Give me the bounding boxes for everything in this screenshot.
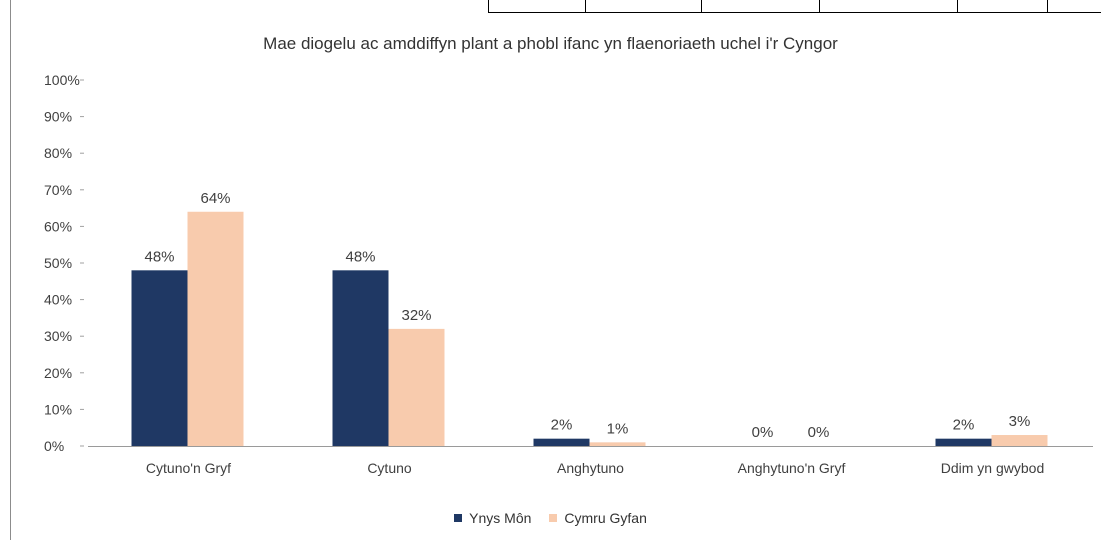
data-label: 0% xyxy=(752,424,774,441)
bar xyxy=(935,438,992,446)
bar xyxy=(187,211,244,446)
y-tick-label: 20% xyxy=(44,365,72,381)
data-label: 48% xyxy=(345,248,375,265)
data-label: 3% xyxy=(1009,413,1031,430)
data-label: 64% xyxy=(200,190,230,207)
data-label: 0% xyxy=(808,424,830,441)
y-tick-label: 80% xyxy=(44,145,72,161)
data-label: 2% xyxy=(551,417,573,434)
bar xyxy=(131,270,188,446)
legend-item-ynys-mon: Ynys Môn xyxy=(454,510,531,526)
data-label: 48% xyxy=(144,248,174,265)
page-left-rule xyxy=(10,0,11,540)
legend-label-cymru-gyfan: Cymru Gyfan xyxy=(564,510,647,526)
bar xyxy=(388,328,445,446)
legend-swatch-cymru-gyfan xyxy=(549,514,558,522)
x-tick-label: Anghytuno xyxy=(557,460,624,476)
bar xyxy=(332,270,389,446)
x-tick-label: Cytuno'n Gryf xyxy=(146,460,231,476)
y-tick-label: 60% xyxy=(44,218,72,234)
y-tick-label: 30% xyxy=(44,328,72,344)
y-tick-label: 0% xyxy=(44,438,64,454)
y-tick-label: 100% xyxy=(44,72,80,88)
x-tick-label: Cytuno xyxy=(367,460,412,476)
top-table-edge xyxy=(488,0,1101,13)
legend-item-cymru-gyfan: Cymru Gyfan xyxy=(549,510,647,526)
data-label: 32% xyxy=(401,307,431,324)
data-label: 2% xyxy=(953,417,975,434)
chart-title: Mae diogelu ac amddiffyn plant a phobl i… xyxy=(263,34,838,53)
y-tick-label: 90% xyxy=(44,109,72,125)
data-label: 1% xyxy=(607,420,629,437)
legend-label-ynys-mon: Ynys Môn xyxy=(469,510,532,526)
bar xyxy=(589,442,646,446)
x-tick-label: Anghytuno'n Gryf xyxy=(738,460,846,476)
bar xyxy=(991,435,1048,446)
y-tick-label: 50% xyxy=(44,255,72,271)
y-tick-label: 10% xyxy=(44,401,72,417)
x-tick-label: Ddim yn gwybod xyxy=(941,460,1045,476)
y-tick-label: 70% xyxy=(44,182,72,198)
bar xyxy=(533,438,590,446)
y-tick-label: 40% xyxy=(44,292,72,308)
legend: Ynys Môn Cymru Gyfan xyxy=(0,510,1101,526)
legend-swatch-ynys-mon xyxy=(454,514,463,522)
